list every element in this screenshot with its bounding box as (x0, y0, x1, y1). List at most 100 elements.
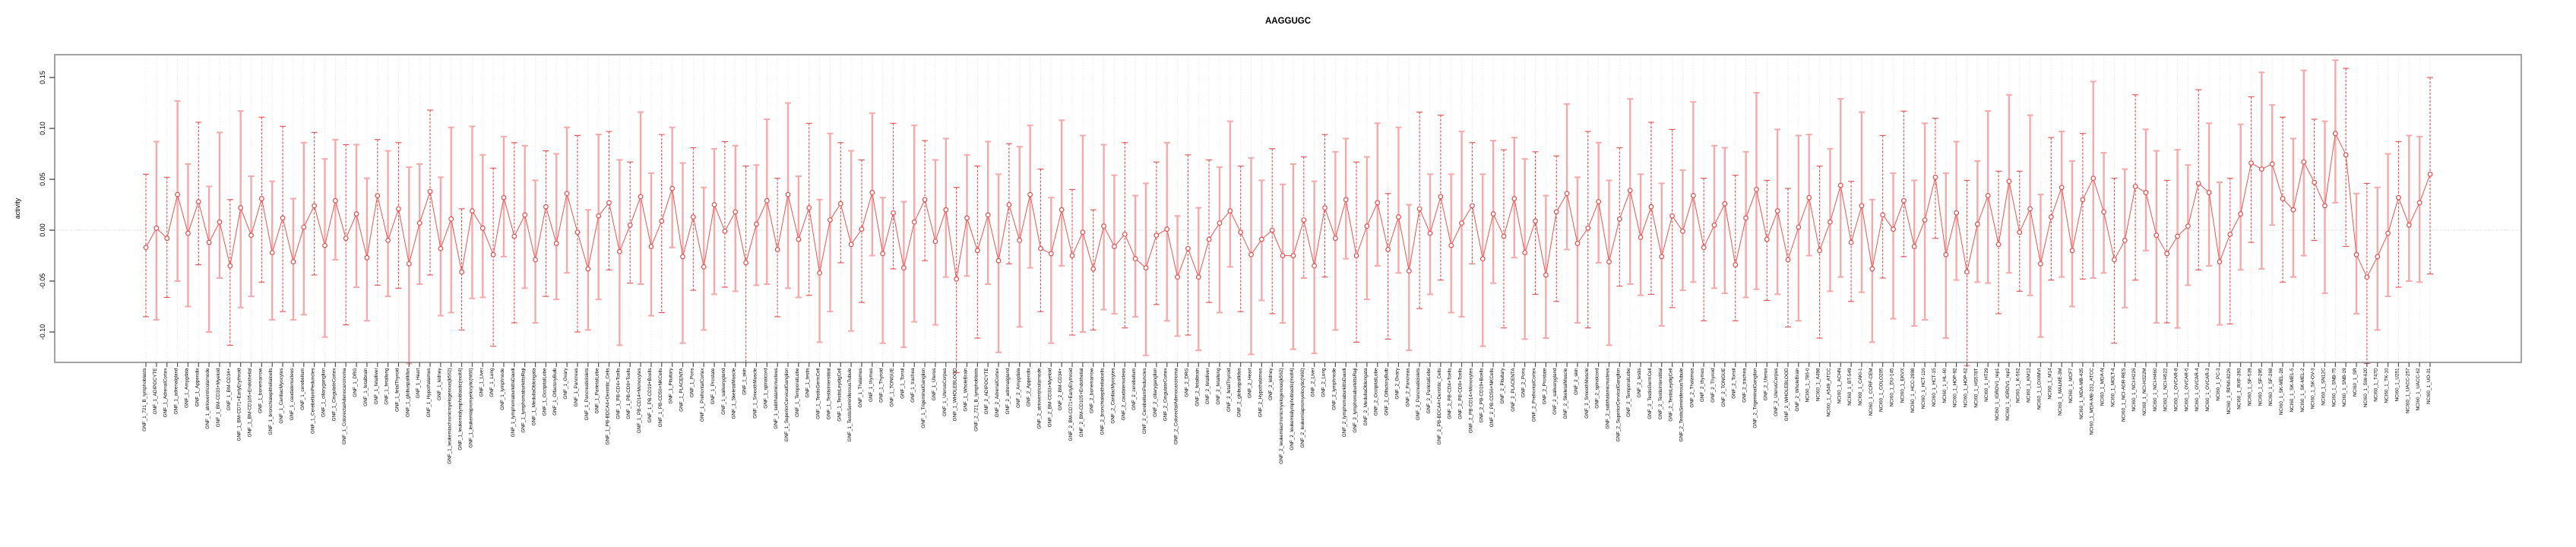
x-tick-label: GNF_2_ColorectalAdenocarcinoma (1174, 368, 1179, 444)
data-point (2080, 197, 2086, 203)
data-point (1553, 209, 1559, 215)
data-point (1774, 208, 1780, 213)
x-tick-label: GNF_2_Prostate (1542, 368, 1547, 404)
x-tick-label: GNF_1_Lung (489, 368, 495, 397)
x-tick-label: GNF_2_PB-CD56+NKCells (1489, 368, 1495, 427)
data-point (490, 251, 496, 258)
data-point (1427, 230, 1433, 236)
x-tick-label: GNF_2_BM-CD33+Myeloid (1047, 368, 1052, 427)
data-point (616, 248, 622, 255)
data-point (1059, 207, 1065, 213)
x-tick-label: GNF_2_TemporalLobe (1626, 368, 1631, 417)
data-point (2312, 179, 2318, 185)
x-tick-label: NCI60_1_SNB-19 (2342, 368, 2347, 407)
data-point (837, 201, 843, 207)
x-tick-label: GNF_2_Thyroid (1710, 368, 1716, 403)
x-tick-label: GNF_2_AdrenalCortex (995, 368, 1000, 418)
x-tick-label: GNF_1_CardiacMyocytes (279, 368, 284, 423)
x-tick-label: NCI60_1_M14 (2047, 368, 2052, 400)
x-tick-label: NCI60_1_NCI-ADR-RES (2121, 368, 2126, 422)
data-point (648, 244, 654, 249)
x-tick-label: NCI60_1_HCT-15 (1932, 368, 1937, 406)
data-point (343, 236, 349, 242)
data-point (1385, 247, 1391, 252)
x-tick-label: NCI60_1_OVCAR-5 (2184, 368, 2189, 412)
data-point (217, 219, 223, 225)
x-tick-label: NCI60_1_OVCAR-3 (2205, 368, 2210, 412)
data-point (1943, 251, 1949, 258)
data-point (1974, 221, 1980, 227)
x-tick-label: NCI60_1_786-0 (1805, 368, 1811, 403)
x-tick-label: GNF_1_TrigeminalGanglion (921, 368, 926, 428)
x-tick-label: NCI60_1_A549_ATCC (1826, 368, 1831, 417)
x-tick-label: GNF_2_testis (1637, 368, 1642, 397)
x-tick-label: GNF_1_WHOLEBLOOD (953, 368, 958, 421)
data-point (627, 222, 633, 228)
x-tick-label: NCI60_1_CAKI-1 (1858, 368, 1863, 406)
x-tick-label: GNF_1_Thyroid (879, 368, 885, 403)
x-tick-label: GNF_1_fetalThyroid (394, 368, 400, 412)
x-tick-label: NCI60_1_CCRF-CEM (1869, 368, 1874, 416)
data-point (1711, 222, 1717, 228)
x-tick-label: GNF_2_PB-CD4+Tcells (1448, 368, 1453, 419)
x-tick-label: GNF_1_PB-CD19+Bcells (647, 368, 653, 422)
data-point (2258, 166, 2264, 172)
x-tick-label: NCI60_1_SK-OV-3 (2311, 368, 2316, 409)
data-point (2290, 207, 2296, 213)
data-point (2301, 159, 2307, 165)
data-point (1659, 254, 1665, 260)
data-point (1375, 200, 1381, 206)
data-point (1817, 248, 1822, 254)
x-tick-label: GNF_1_721_B_lymphoblasts (142, 368, 147, 431)
data-point (1533, 218, 1538, 224)
x-tick-label: NCI60_1_NCI-H226 (2131, 368, 2137, 412)
data-point (2385, 230, 2391, 236)
x-tick-label: NCI60_1_HL-60 (1942, 368, 1948, 403)
x-tick-label: GNF_2_TestisInterstitial (1658, 368, 1663, 419)
x-tick-label: GNF_1_Thalamus (858, 368, 863, 407)
x-tick-label: NCI60_1_SK-MEL-28 (2279, 368, 2284, 415)
data-point (2227, 231, 2233, 237)
x-tick-label: GNF_1_thymus (869, 368, 874, 402)
x-tick-label: GNF_1_Amygdala (184, 368, 189, 408)
data-point (1511, 196, 1517, 201)
data-point (1596, 199, 1602, 204)
x-tick-label: NCI60_1_UO-31 (2426, 368, 2432, 404)
x-tick-label: GNF_2_adrenalgland (1005, 368, 1011, 415)
x-tick-label: GNF_2_Heart (1248, 368, 1253, 398)
x-tick-label: GNF_1_Uterus (932, 368, 937, 400)
data-point (2017, 229, 2023, 236)
data-point (1490, 211, 1496, 217)
data-point (1911, 244, 1917, 249)
x-tick-label: GNF_1_DRG (353, 368, 358, 397)
x-tick-label: GNF_1_adrenalgland (174, 368, 179, 415)
data-point (1364, 223, 1370, 229)
x-tick-label: GNF_2_Lung (1321, 368, 1326, 397)
x-tick-label: GNF_1_fetalliver (374, 368, 379, 405)
data-point (796, 236, 802, 242)
x-tick-label: NCI60_1_UACC-62 (2416, 368, 2421, 411)
y-tick-label: -0.10 (39, 324, 46, 340)
data-point (2048, 214, 2054, 220)
x-tick-label: NCI60_1_HCT-116 (1921, 368, 1926, 409)
y-tick-label: 0.05 (39, 172, 46, 186)
x-tick-label: GNF_2_globuspallidus (1237, 368, 1242, 417)
x-tick-label: GNF_1_OlfactoryBulb (552, 368, 558, 416)
x-tick-label: GNF_2_leukemiachronicmyelogenous(k562) (1279, 368, 1284, 463)
data-point (922, 197, 928, 203)
data-point (2217, 259, 2223, 264)
x-tick-label: GNF_1_leukemialymphoblastic(molt4) (458, 368, 464, 450)
data-point (332, 198, 338, 204)
plot-box (54, 54, 2522, 363)
x-tick-label: GNF_1_leukemiapromyelocytic(hl60) (468, 368, 473, 447)
x-tick-label: GNF_1_subthalamicnucleus (774, 368, 779, 428)
x-tick-label: GNF_2_fetalThyroid (1226, 368, 1232, 412)
data-point (1396, 214, 1401, 220)
x-tick-label: NCI60_1_HCC-2998 (1910, 368, 1916, 413)
x-tick-label: GNF_1_caudatenucleus (290, 368, 295, 420)
data-point (1722, 201, 1728, 207)
x-tick-label: NCI60_1_RXF-393 (2237, 368, 2242, 409)
data-point (859, 226, 865, 232)
x-tick-label: GNF_1_ADIPOCYTE (153, 368, 158, 414)
data-point (1269, 227, 1275, 233)
